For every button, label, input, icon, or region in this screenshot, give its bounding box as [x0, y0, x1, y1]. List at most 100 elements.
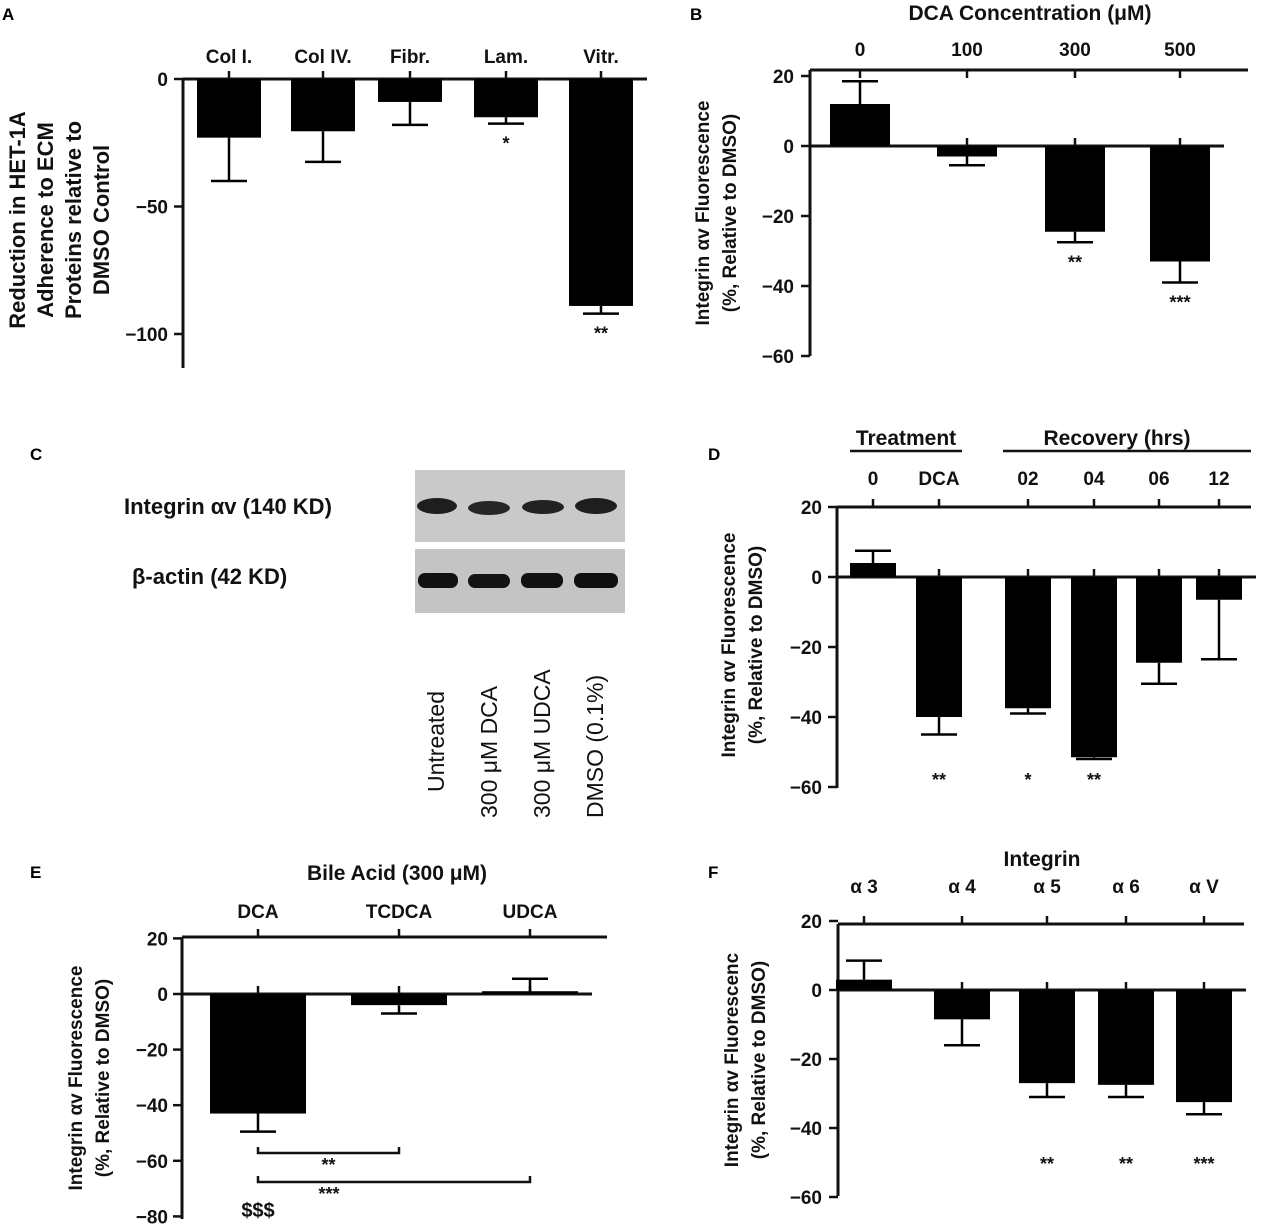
band-actin-lane-3 [521, 573, 563, 588]
y-tick-label: −60 [790, 1188, 822, 1209]
y-tick-label: 20 [147, 929, 168, 950]
panel-letter-b: B [690, 5, 702, 24]
category-label: DCA [918, 469, 959, 490]
y-tick-label: −40 [762, 277, 794, 298]
y-tick-label: −20 [790, 1050, 822, 1071]
y-tick-label: 20 [801, 912, 822, 933]
y-tick-label: −80 [136, 1207, 168, 1228]
bar [934, 990, 990, 1020]
category-label: 0 [855, 40, 866, 61]
comparison-bracket [256, 1176, 532, 1184]
blot-lane-label: 300 μM UDCA [529, 669, 555, 818]
band-integrin-lane-3 [522, 500, 564, 514]
y-tick-label: −40 [790, 1119, 822, 1140]
bar [1150, 146, 1210, 262]
y-tick-label: −100 [125, 325, 168, 346]
significance-label: ** [932, 770, 946, 790]
y-tick-label: −60 [136, 1152, 168, 1173]
panel-letter-a: A [2, 5, 14, 24]
blot-lane-label: Untreated [423, 690, 449, 792]
category-label: UDCA [503, 902, 558, 923]
group-label: Recovery (hrs) [1043, 427, 1190, 450]
y-tick-label: −20 [136, 1041, 168, 1062]
category-label: Col IV. [294, 47, 351, 68]
bar [474, 79, 538, 118]
category-label: α V [1189, 877, 1219, 898]
blot-label-integrin: Integrin αv (140 KD) [124, 494, 332, 519]
y-axis-label-line: Proteins relative to [61, 121, 86, 319]
y-axis-label-line: Integrin αv Fluorescence [66, 966, 87, 1191]
y-axis-label-line: (%, Relative to DMSO) [749, 961, 770, 1159]
y-axis-label-line: DMSO Control [89, 145, 114, 295]
y-axis-label-line: (%, Relative to DMSO) [720, 114, 741, 312]
y-tick-label: −40 [136, 1096, 168, 1117]
y-axis-label-line: Reduction in HET-1A [5, 111, 30, 329]
panel-letter-f: F [708, 863, 718, 882]
category-label: 04 [1083, 469, 1105, 490]
chart-panel-e: 20 0 −20 −40 −60 −80 Integrin αv Fluorescence (… [66, 862, 607, 1228]
category-label: Lam. [484, 47, 528, 68]
category-label: 300 [1059, 40, 1091, 61]
chart-title: DCA Concentration (μM) [908, 2, 1151, 25]
y-tick-label: −20 [762, 207, 794, 228]
chart-title: Bile Acid (300 μM) [307, 862, 487, 885]
category-label: DCA [237, 902, 278, 923]
bar [197, 79, 261, 138]
category-label: 100 [951, 40, 983, 61]
y-tick-label: −60 [762, 347, 794, 368]
bar [378, 79, 442, 102]
blot-lane-label: DMSO (0.1%) [582, 674, 608, 818]
y-tick-label: 0 [811, 981, 822, 1002]
panel-letter-e: E [30, 863, 41, 882]
significance-label: * [1024, 770, 1031, 790]
chart-title: Integrin [1004, 848, 1081, 871]
y-tick-label: 0 [157, 985, 168, 1006]
chart-panel-b: 20 0 −20 −40 −60 Integrin αv Fluorescence (%, … [693, 2, 1248, 368]
y-tick-label: 20 [773, 67, 794, 88]
band-actin-lane-2 [468, 574, 510, 588]
category-label: α 5 [1033, 877, 1061, 898]
category-label: α 3 [850, 877, 878, 898]
y-tick-label: 20 [801, 498, 822, 519]
band-integrin-lane-2 [468, 501, 510, 515]
y-axis-label-line: Integrin αv Fluorescence [693, 101, 714, 326]
y-axis-label-line: Adherence to ECM [33, 122, 58, 318]
group-label: Treatment [856, 427, 956, 450]
bar [351, 994, 447, 1006]
bar [916, 577, 962, 717]
significance-label: *** [1169, 293, 1190, 313]
actin-bands [418, 573, 618, 588]
category-label: Col I. [206, 47, 252, 68]
category-label: 02 [1017, 469, 1038, 490]
comparison-label: *** [318, 1184, 339, 1204]
significance-label: ** [1119, 1154, 1133, 1174]
band-integrin-lane-1 [417, 498, 457, 514]
category-label: Fibr. [390, 47, 430, 68]
band-actin-lane-1 [418, 573, 458, 588]
significance-label: ** [1068, 252, 1082, 272]
bar [210, 994, 306, 1114]
significance-label: $$$ [241, 1200, 274, 1222]
category-label: 500 [1164, 40, 1196, 61]
chart-panel-d: 20 0 −20 −40 −60 Integrin αv Fluorescence (%, … [719, 427, 1256, 799]
chart-panel-f: 20 0 −20 −40 −60 Integrin αv Fluorescenc (%, R… [722, 848, 1246, 1209]
y-axis-label-line: (%, Relative to DMSO) [746, 546, 767, 744]
blot-label-actin: β-actin (42 KD) [132, 564, 288, 589]
bar [1071, 577, 1117, 758]
bar [1176, 990, 1232, 1103]
y-tick-label: −60 [790, 778, 822, 799]
category-label: α 4 [948, 877, 976, 898]
significance-label: ** [1040, 1154, 1054, 1174]
comparison-label: ** [321, 1155, 335, 1175]
panel-letter-d: D [708, 445, 720, 464]
significance-label: ** [1087, 770, 1101, 790]
y-axis-label-line: Integrin αv Fluorescence [719, 533, 740, 758]
bar [850, 563, 896, 577]
bar [1005, 577, 1051, 709]
category-label: α 6 [1112, 877, 1140, 898]
integrin-bands [417, 498, 617, 515]
bar [569, 79, 633, 306]
category-label: 0 [868, 469, 879, 490]
category-label: 12 [1208, 469, 1229, 490]
bar [1045, 146, 1105, 232]
